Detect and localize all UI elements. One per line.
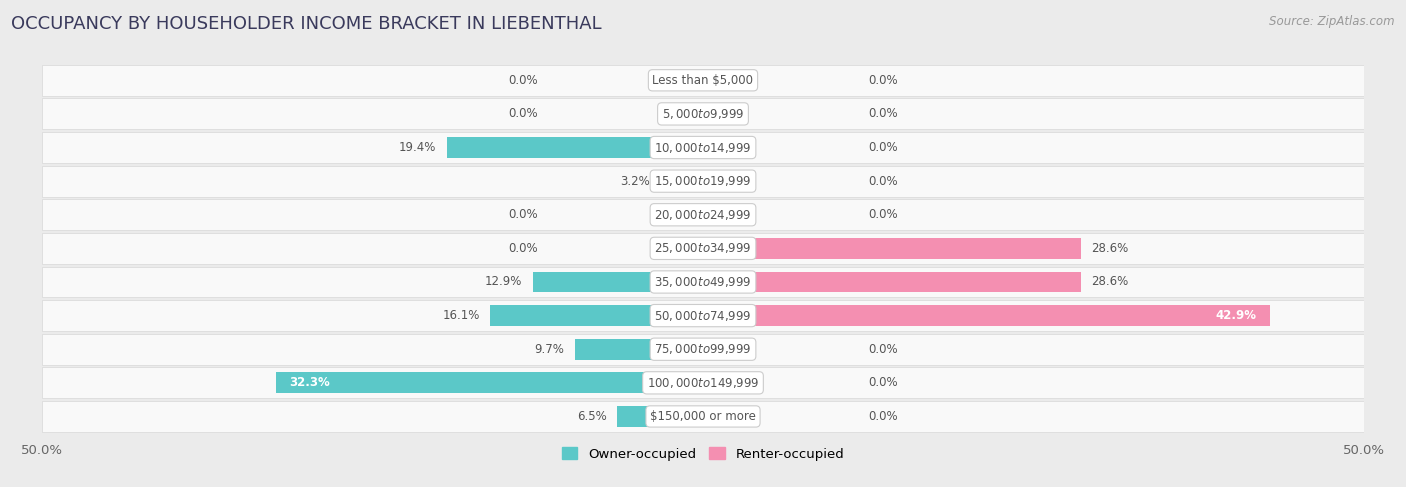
Bar [447, 137, 703, 158]
Text: 28.6%: 28.6% [1091, 242, 1129, 255]
Legend: Owner-occupied, Renter-occupied: Owner-occupied, Renter-occupied [557, 442, 849, 466]
Text: 0.0%: 0.0% [508, 208, 537, 221]
Bar [661, 171, 703, 191]
Text: 16.1%: 16.1% [443, 309, 479, 322]
FancyBboxPatch shape [42, 98, 1364, 130]
Text: 0.0%: 0.0% [868, 74, 898, 87]
Text: $35,000 to $49,999: $35,000 to $49,999 [654, 275, 752, 289]
Text: $100,000 to $149,999: $100,000 to $149,999 [647, 376, 759, 390]
Text: $5,000 to $9,999: $5,000 to $9,999 [662, 107, 744, 121]
FancyBboxPatch shape [42, 367, 1364, 398]
Bar [703, 272, 1081, 292]
Bar [533, 272, 703, 292]
Text: $75,000 to $99,999: $75,000 to $99,999 [654, 342, 752, 356]
Text: 12.9%: 12.9% [485, 276, 522, 288]
Text: 0.0%: 0.0% [868, 376, 898, 389]
Text: 6.5%: 6.5% [576, 410, 606, 423]
Text: 0.0%: 0.0% [508, 108, 537, 120]
Text: Less than $5,000: Less than $5,000 [652, 74, 754, 87]
Text: 0.0%: 0.0% [868, 410, 898, 423]
Text: $50,000 to $74,999: $50,000 to $74,999 [654, 309, 752, 322]
Text: 42.9%: 42.9% [1216, 309, 1257, 322]
Text: 28.6%: 28.6% [1091, 276, 1129, 288]
FancyBboxPatch shape [42, 266, 1364, 298]
Text: 0.0%: 0.0% [508, 74, 537, 87]
Text: 0.0%: 0.0% [868, 108, 898, 120]
Text: $20,000 to $24,999: $20,000 to $24,999 [654, 208, 752, 222]
FancyBboxPatch shape [42, 334, 1364, 365]
Text: 0.0%: 0.0% [868, 175, 898, 187]
Bar [575, 339, 703, 359]
Text: OCCUPANCY BY HOUSEHOLDER INCOME BRACKET IN LIEBENTHAL: OCCUPANCY BY HOUSEHOLDER INCOME BRACKET … [11, 15, 602, 33]
Text: Source: ZipAtlas.com: Source: ZipAtlas.com [1270, 15, 1395, 28]
Bar [491, 305, 703, 326]
FancyBboxPatch shape [42, 65, 1364, 96]
Text: 0.0%: 0.0% [868, 208, 898, 221]
FancyBboxPatch shape [42, 132, 1364, 163]
Text: 19.4%: 19.4% [399, 141, 436, 154]
Text: 32.3%: 32.3% [290, 376, 330, 389]
Text: 0.0%: 0.0% [868, 343, 898, 356]
Bar [703, 238, 1081, 259]
FancyBboxPatch shape [42, 199, 1364, 230]
Bar [617, 406, 703, 427]
Text: 0.0%: 0.0% [508, 242, 537, 255]
Text: 9.7%: 9.7% [534, 343, 564, 356]
Text: $10,000 to $14,999: $10,000 to $14,999 [654, 141, 752, 154]
Text: $25,000 to $34,999: $25,000 to $34,999 [654, 242, 752, 255]
Text: 0.0%: 0.0% [868, 141, 898, 154]
Bar [703, 305, 1270, 326]
Text: 3.2%: 3.2% [620, 175, 650, 187]
FancyBboxPatch shape [42, 166, 1364, 197]
Text: $150,000 or more: $150,000 or more [650, 410, 756, 423]
FancyBboxPatch shape [42, 401, 1364, 432]
Text: $15,000 to $19,999: $15,000 to $19,999 [654, 174, 752, 188]
FancyBboxPatch shape [42, 233, 1364, 264]
FancyBboxPatch shape [42, 300, 1364, 331]
Bar [276, 373, 703, 393]
